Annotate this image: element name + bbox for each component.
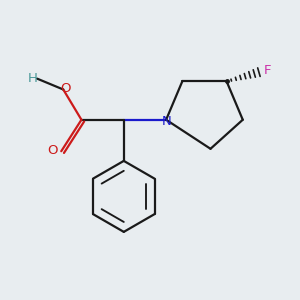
Text: N: N xyxy=(161,115,171,128)
Text: F: F xyxy=(264,64,272,77)
Text: O: O xyxy=(60,82,70,95)
Text: H: H xyxy=(27,72,37,85)
Text: O: O xyxy=(47,144,58,157)
